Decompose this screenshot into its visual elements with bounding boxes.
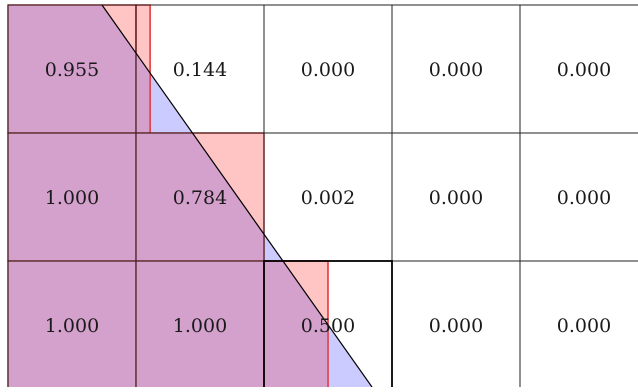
cell-bg-r1-c2 — [264, 133, 392, 261]
diagonal-line — [101, 4, 373, 388]
cell-value-r0-c3: 0.000 — [429, 59, 483, 81]
cell-value-r0-c0: 0.955 — [45, 59, 99, 81]
cell-value-r2-c4: 0.000 — [557, 315, 611, 337]
overlap-layer — [7, 4, 329, 390]
cell-value-r1-c1: 0.784 — [173, 187, 227, 209]
cell-bg-r2-c3 — [392, 261, 520, 389]
cell-value-r1-c2: 0.002 — [301, 187, 355, 209]
cell-value-r1-c4: 0.000 — [557, 187, 611, 209]
cell-value-r0-c2: 0.000 — [301, 59, 355, 81]
overlap-fill-r2-c1 — [136, 261, 264, 387]
cell-bg-r1-c3 — [392, 133, 520, 261]
overlap-fill-r0-c0 — [8, 5, 136, 133]
grid-lines — [7, 4, 638, 392]
cell-value-labels: 0.955 0.144 0.000 0.000 0.000 1.000 0.784 0.002… — [45, 59, 611, 337]
highlight-cell-outline — [263, 260, 393, 392]
overlap-fill-r2-c0 — [8, 261, 136, 387]
cell-value-r0-c1: 0.144 — [173, 59, 227, 81]
cell-bg-r1-c4 — [520, 133, 638, 261]
cell-bg-r0-c3 — [392, 5, 520, 133]
cell-value-r2-c3: 0.000 — [429, 315, 483, 337]
diagonal-line-layer — [101, 4, 373, 388]
cell-value-r2-c2: 0.500 — [301, 315, 355, 337]
overlap-fill-r1-c0 — [8, 133, 136, 261]
cell-value-r0-c4: 0.000 — [557, 59, 611, 81]
cell-value-r1-c0: 1.000 — [45, 187, 99, 209]
cell-bg-r0-c2 — [264, 5, 392, 133]
cell-bg-r0-c4 — [520, 5, 638, 133]
cell-value-r1-c3: 0.000 — [429, 187, 483, 209]
cell-value-r2-c1: 1.000 — [173, 315, 227, 337]
cell-value-r2-c0: 1.000 — [45, 315, 99, 337]
cell-bg-r2-c4 — [520, 261, 638, 389]
